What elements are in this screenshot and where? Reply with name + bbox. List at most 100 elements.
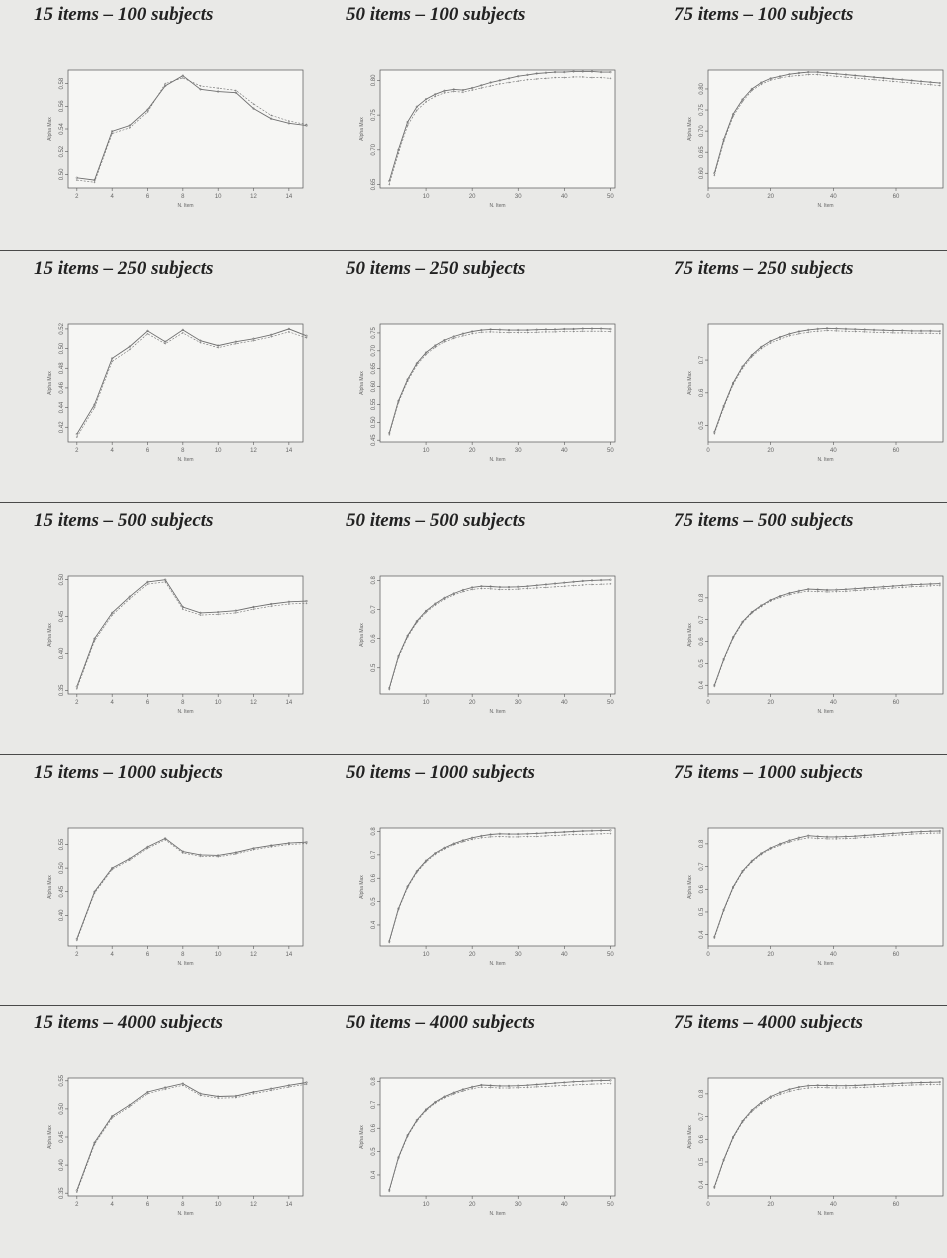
data-point bbox=[434, 93, 437, 96]
data-point bbox=[544, 330, 547, 333]
data-point bbox=[901, 78, 904, 81]
data-point bbox=[609, 578, 612, 581]
data-point bbox=[480, 331, 483, 334]
x-tick-label: 8 bbox=[181, 448, 185, 454]
data-point bbox=[872, 76, 876, 79]
chart-panel: 50 items – 100 subjects 10 20 30 40 50 0.65 0.7… bbox=[346, 0, 621, 250]
data-point bbox=[93, 1143, 96, 1146]
data-point bbox=[581, 330, 584, 333]
x-tick-label: 30 bbox=[515, 952, 522, 958]
x-tick-label: 14 bbox=[286, 194, 293, 200]
y-tick-label: 0.45 bbox=[59, 610, 65, 622]
data-point bbox=[406, 380, 409, 383]
data-point bbox=[553, 831, 557, 834]
data-point bbox=[480, 1086, 483, 1089]
data-point bbox=[489, 587, 492, 590]
data-point bbox=[591, 1083, 593, 1085]
chart-panel: 15 items – 1000 subjects 2 4 6 8 10 12 14 0.40 0.… bbox=[34, 758, 309, 1008]
y-tick-label: 0.8 bbox=[371, 1077, 377, 1086]
data-point bbox=[919, 830, 923, 833]
data-point bbox=[406, 1135, 409, 1138]
data-point bbox=[388, 1190, 391, 1193]
data-point bbox=[825, 835, 829, 839]
data-point bbox=[471, 332, 474, 335]
data-point bbox=[863, 1086, 866, 1089]
data-point bbox=[600, 327, 603, 330]
data-point bbox=[713, 1187, 716, 1189]
x-tick-label: 14 bbox=[286, 1202, 293, 1208]
data-point bbox=[270, 333, 273, 336]
data-point bbox=[797, 836, 801, 839]
y-tick-label: 0.40 bbox=[59, 1159, 65, 1171]
y-axis-label: Alpha Max bbox=[47, 371, 53, 395]
data-point bbox=[181, 1084, 184, 1087]
data-point bbox=[741, 367, 744, 370]
data-point bbox=[835, 327, 838, 330]
data-point bbox=[406, 124, 409, 127]
data-point bbox=[760, 853, 763, 856]
data-point bbox=[835, 837, 838, 840]
y-tick-label: 0.56 bbox=[59, 100, 65, 112]
data-point bbox=[844, 588, 848, 591]
data-point bbox=[544, 835, 547, 837]
plot-frame bbox=[707, 69, 944, 189]
data-point bbox=[480, 84, 483, 87]
y-tick-label: 0.52 bbox=[59, 145, 65, 157]
data-point bbox=[462, 1090, 464, 1092]
x-tick-label: 40 bbox=[561, 194, 568, 200]
chart-title: 15 items – 1000 subjects bbox=[34, 762, 223, 783]
plot-frame bbox=[379, 323, 616, 443]
data-point bbox=[835, 75, 838, 78]
data-point bbox=[526, 1084, 529, 1087]
x-tick-label: 40 bbox=[830, 700, 837, 706]
x-tick-label: 10 bbox=[423, 952, 430, 958]
data-point bbox=[111, 360, 114, 363]
data-point bbox=[797, 330, 801, 333]
data-point bbox=[563, 581, 566, 584]
data-point bbox=[287, 327, 291, 331]
x-tick-label: 60 bbox=[893, 952, 900, 958]
data-point bbox=[146, 329, 149, 333]
data-point bbox=[609, 330, 612, 333]
y-tick-label: 0.75 bbox=[371, 326, 377, 338]
data-point bbox=[75, 436, 78, 438]
plot-frame bbox=[67, 1077, 304, 1197]
data-point bbox=[508, 1087, 510, 1089]
data-point bbox=[779, 596, 781, 599]
y-tick-label: 0.45 bbox=[59, 885, 65, 897]
y-axis-label: Alpha Max bbox=[687, 1125, 693, 1149]
data-point bbox=[146, 332, 149, 335]
data-point bbox=[498, 585, 501, 589]
data-point bbox=[919, 329, 923, 333]
data-point bbox=[882, 79, 885, 82]
x-tick-label: 40 bbox=[830, 1202, 837, 1208]
series-line bbox=[76, 331, 307, 438]
plot-frame bbox=[379, 1077, 616, 1197]
data-point bbox=[581, 829, 584, 833]
data-point bbox=[760, 83, 763, 86]
series-line bbox=[76, 579, 307, 687]
series-line bbox=[76, 1083, 307, 1193]
data-point bbox=[305, 123, 308, 126]
data-point bbox=[526, 73, 529, 77]
data-point bbox=[93, 892, 96, 895]
data-point bbox=[563, 327, 566, 331]
data-point bbox=[600, 832, 603, 835]
data-point bbox=[825, 1084, 829, 1087]
data-point bbox=[807, 331, 810, 334]
data-point bbox=[816, 70, 819, 74]
y-tick-label: 0.8 bbox=[699, 1089, 705, 1098]
x-axis-label: N. Item bbox=[489, 457, 505, 463]
data-point bbox=[816, 837, 819, 840]
data-point bbox=[508, 81, 510, 84]
data-point bbox=[938, 584, 941, 587]
data-point bbox=[807, 70, 810, 74]
x-tick-label: 14 bbox=[286, 700, 293, 706]
data-point bbox=[526, 585, 529, 588]
data-point bbox=[572, 76, 575, 78]
y-tick-label: 0.5 bbox=[371, 1147, 377, 1156]
line-chart: 0 20 40 60 0.60 0.65 0.70 0.75 0.80 N. Item Alpha … bbox=[687, 69, 944, 209]
y-tick-label: 0.50 bbox=[59, 342, 65, 354]
chart-title: 50 items – 100 subjects bbox=[346, 4, 526, 25]
data-point bbox=[854, 328, 857, 331]
